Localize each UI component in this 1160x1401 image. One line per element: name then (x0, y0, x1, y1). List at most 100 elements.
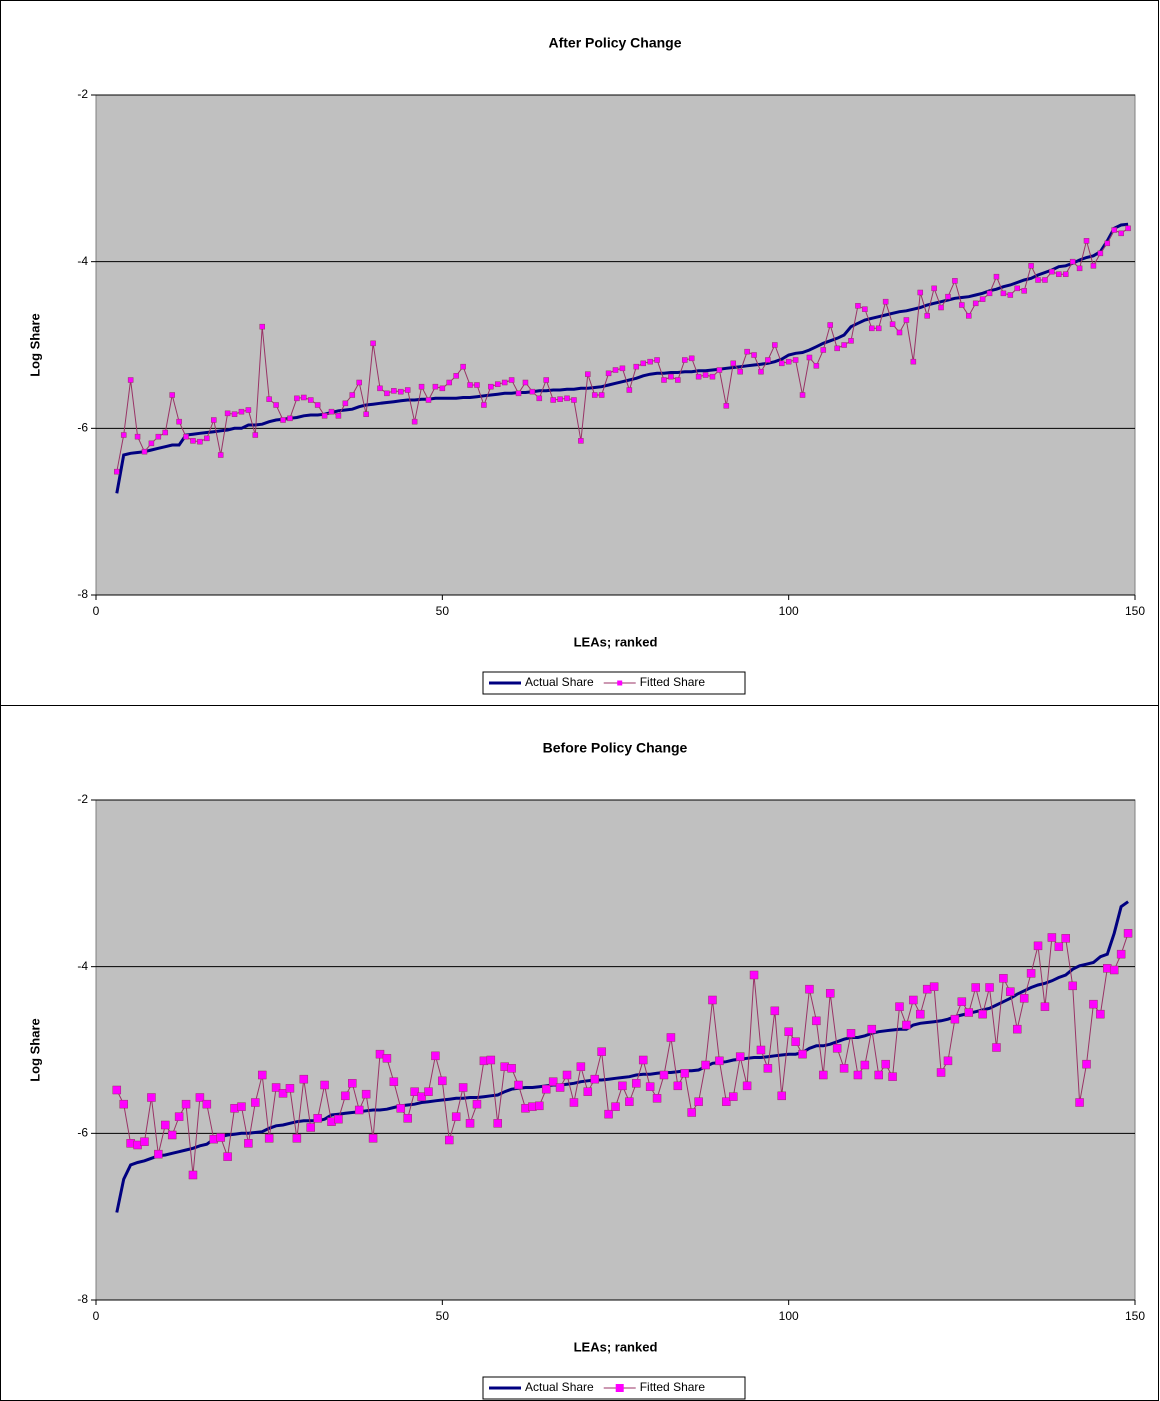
marker (1054, 942, 1064, 951)
marker (529, 388, 536, 395)
marker (853, 1070, 863, 1080)
marker (744, 348, 750, 355)
marker (188, 1170, 198, 1180)
marker (867, 1024, 877, 1034)
marker (694, 1097, 703, 1106)
marker (341, 1091, 350, 1101)
marker (238, 408, 245, 415)
marker (438, 1076, 447, 1086)
marker (1089, 999, 1098, 1009)
marker (737, 368, 743, 375)
marker (391, 388, 397, 394)
marker (924, 313, 930, 319)
marker (301, 394, 307, 401)
marker (1033, 941, 1043, 951)
marker (943, 1056, 953, 1066)
marker (1109, 965, 1119, 975)
marker (709, 373, 716, 380)
marker (819, 1070, 828, 1080)
marker (708, 995, 717, 1005)
marker (645, 1082, 655, 1091)
marker (971, 983, 980, 992)
marker (363, 411, 369, 417)
marker (432, 383, 439, 390)
marker (827, 322, 833, 328)
x-tick-label: 100 (779, 604, 799, 618)
marker (763, 1064, 773, 1073)
marker (252, 432, 259, 438)
marker (860, 1060, 870, 1070)
x-tick-label: 0 (93, 1309, 100, 1323)
marker (148, 440, 155, 447)
marker (647, 358, 653, 365)
x-tick-label: 150 (1125, 604, 1145, 618)
marker (223, 1152, 232, 1161)
marker (354, 1105, 364, 1115)
marker (625, 1097, 634, 1106)
marker (735, 1052, 745, 1061)
marker (119, 1099, 128, 1109)
marker (382, 1054, 392, 1063)
marker (224, 410, 231, 417)
marker (548, 1077, 558, 1086)
marker (1040, 1002, 1050, 1011)
y-tick-label: -8 (77, 587, 88, 601)
marker (467, 382, 473, 388)
marker (715, 1056, 724, 1066)
marker (1056, 271, 1062, 277)
marker (244, 1139, 253, 1148)
marker (167, 1130, 177, 1140)
marker (557, 396, 563, 402)
marker (569, 1098, 579, 1107)
legend-marker (617, 680, 623, 686)
marker (952, 278, 958, 284)
marker (259, 323, 265, 330)
marker (765, 357, 771, 363)
marker (993, 273, 1000, 280)
marker (688, 355, 695, 362)
marker (680, 1069, 690, 1078)
marker (306, 1123, 315, 1132)
marker (687, 1108, 696, 1117)
marker (439, 385, 446, 392)
legend-label: Fitted Share (640, 1380, 706, 1394)
legend: Actual Share Fitted Share (482, 671, 746, 695)
marker (784, 1027, 793, 1036)
y-tick-label: -2 (77, 87, 88, 101)
marker (730, 360, 737, 367)
marker (292, 1134, 302, 1143)
x-axis-title: LEAs; ranked (574, 634, 658, 649)
marker (257, 1070, 267, 1080)
x-tick-label: 50 (436, 1309, 450, 1323)
marker (486, 1055, 496, 1065)
marker (874, 1070, 883, 1080)
marker (271, 1083, 281, 1092)
marker (846, 1029, 856, 1038)
marker (673, 1081, 683, 1091)
marker (1026, 969, 1036, 978)
marker (328, 408, 335, 415)
plot-area (95, 94, 1136, 596)
marker (514, 1080, 523, 1090)
marker (938, 304, 944, 311)
series-line (115, 900, 1129, 1213)
marker (756, 1045, 766, 1055)
marker (404, 387, 411, 393)
marker (195, 1093, 205, 1102)
marker (1116, 949, 1126, 959)
x-axis-title: LEAs; ranked (574, 1339, 658, 1354)
marker (1035, 277, 1041, 283)
marker (985, 983, 994, 992)
marker (377, 385, 383, 392)
marker (702, 372, 709, 378)
marker (536, 395, 543, 402)
marker (716, 367, 723, 373)
marker (578, 438, 584, 444)
marker (751, 352, 757, 358)
marker (959, 302, 965, 308)
marker (895, 1002, 904, 1011)
marker (1006, 987, 1015, 996)
marker (174, 1112, 184, 1121)
marker (1069, 258, 1076, 265)
marker (161, 1120, 170, 1130)
